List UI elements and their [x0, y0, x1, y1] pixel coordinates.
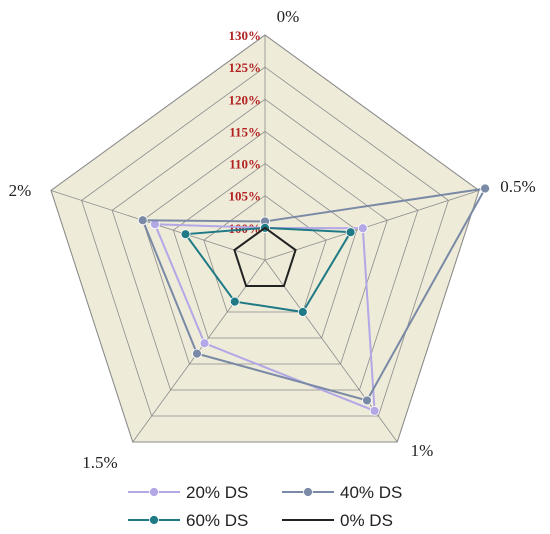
category-label-4: 2%	[9, 181, 32, 200]
tick-label-2: 110%	[229, 157, 261, 172]
category-label-1: 0.5%	[500, 177, 535, 196]
tick-label-6: 130%	[229, 28, 262, 43]
legend: 20% DS 40% DS 60% DS 0% DS	[128, 483, 402, 530]
tick-label-4: 120%	[229, 92, 262, 107]
category-label-2: 1%	[411, 441, 434, 460]
point-60-ds-4	[181, 230, 190, 239]
point-60-ds-1	[346, 228, 355, 237]
category-label-0: 0%	[277, 7, 300, 26]
category-label-3: 1.5%	[82, 453, 117, 472]
point-60-ds-3	[230, 297, 239, 306]
legend-item-60-ds: 60% DS	[128, 511, 248, 530]
point-40-ds-1	[481, 184, 490, 193]
point-40-ds-4	[138, 216, 147, 225]
legend-item-0-ds: 0% DS	[282, 511, 393, 530]
legend-item-20-ds: 20% DS	[128, 483, 248, 502]
legend-label-40-ds: 40% DS	[340, 483, 402, 502]
point-20-ds-2	[370, 406, 379, 415]
point-20-ds-1	[358, 224, 367, 233]
point-60-ds-2	[298, 308, 307, 317]
point-40-ds-3	[192, 349, 201, 358]
tick-label-5: 125%	[229, 60, 262, 75]
legend-label-60-ds: 60% DS	[186, 511, 248, 530]
point-40-ds-2	[363, 396, 372, 405]
tick-label-3: 115%	[229, 124, 261, 139]
legend-item-40-ds: 40% DS	[282, 483, 402, 502]
point-20-ds-3	[200, 339, 209, 348]
legend-label-0-ds: 0% DS	[340, 511, 393, 530]
tick-label-1: 105%	[229, 189, 262, 204]
legend-label-20-ds: 20% DS	[186, 483, 248, 502]
radar-grid	[51, 35, 479, 442]
